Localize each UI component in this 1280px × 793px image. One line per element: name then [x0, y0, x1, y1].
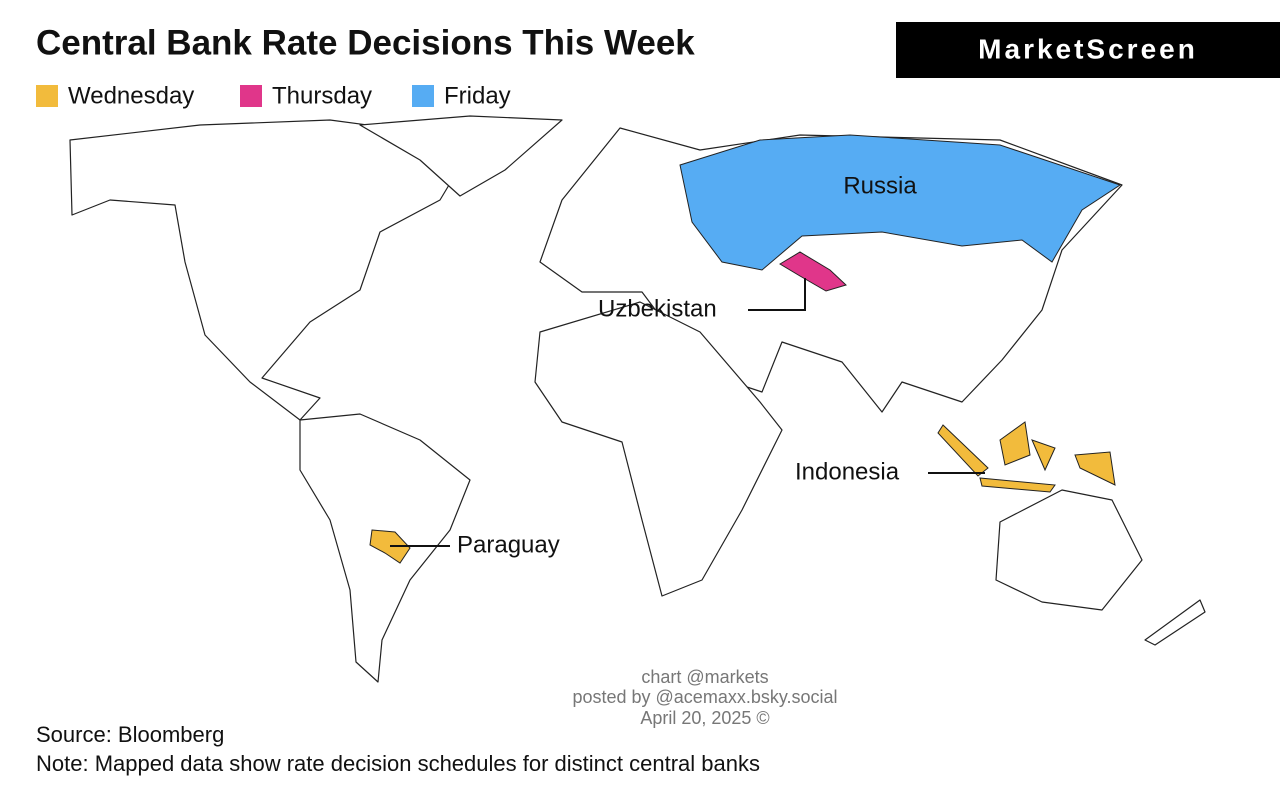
region-label: Uzbekistan [598, 295, 717, 322]
source: Source: Bloomberg [36, 722, 224, 747]
credit: chart @markets [641, 667, 768, 687]
note: Note: Mapped data show rate decision sch… [36, 751, 760, 776]
legend: Wednesday Thursday Friday [36, 82, 511, 109]
greenland [359, 115, 563, 197]
australia [995, 489, 1143, 611]
country-shape [679, 134, 1122, 271]
brand: MarketScreen [978, 33, 1198, 64]
legend-swatch [412, 85, 434, 107]
title: Central Bank Rate Decisions This Week [36, 23, 695, 62]
credit: posted by @acemaxx.bsky.social [572, 687, 837, 707]
credit: April 20, 2025 © [640, 708, 769, 728]
legend-label: Thursday [272, 82, 372, 109]
leader-line [748, 278, 806, 311]
north-america [69, 119, 471, 421]
brand-box [896, 22, 1280, 78]
region-label: Russia [843, 172, 917, 199]
africa [534, 301, 783, 597]
legend-swatch [36, 85, 58, 107]
region-label: Paraguay [457, 531, 560, 558]
new-zealand [1144, 599, 1206, 646]
country-shape [937, 421, 1116, 493]
region-label: Indonesia [795, 458, 900, 485]
country-shape [779, 251, 847, 292]
legend-swatch [240, 85, 262, 107]
world-map: Russia Uzbekistan Indonesia Paraguay [69, 115, 1206, 683]
legend-label: Wednesday [68, 82, 194, 109]
legend-label: Friday [444, 82, 511, 109]
